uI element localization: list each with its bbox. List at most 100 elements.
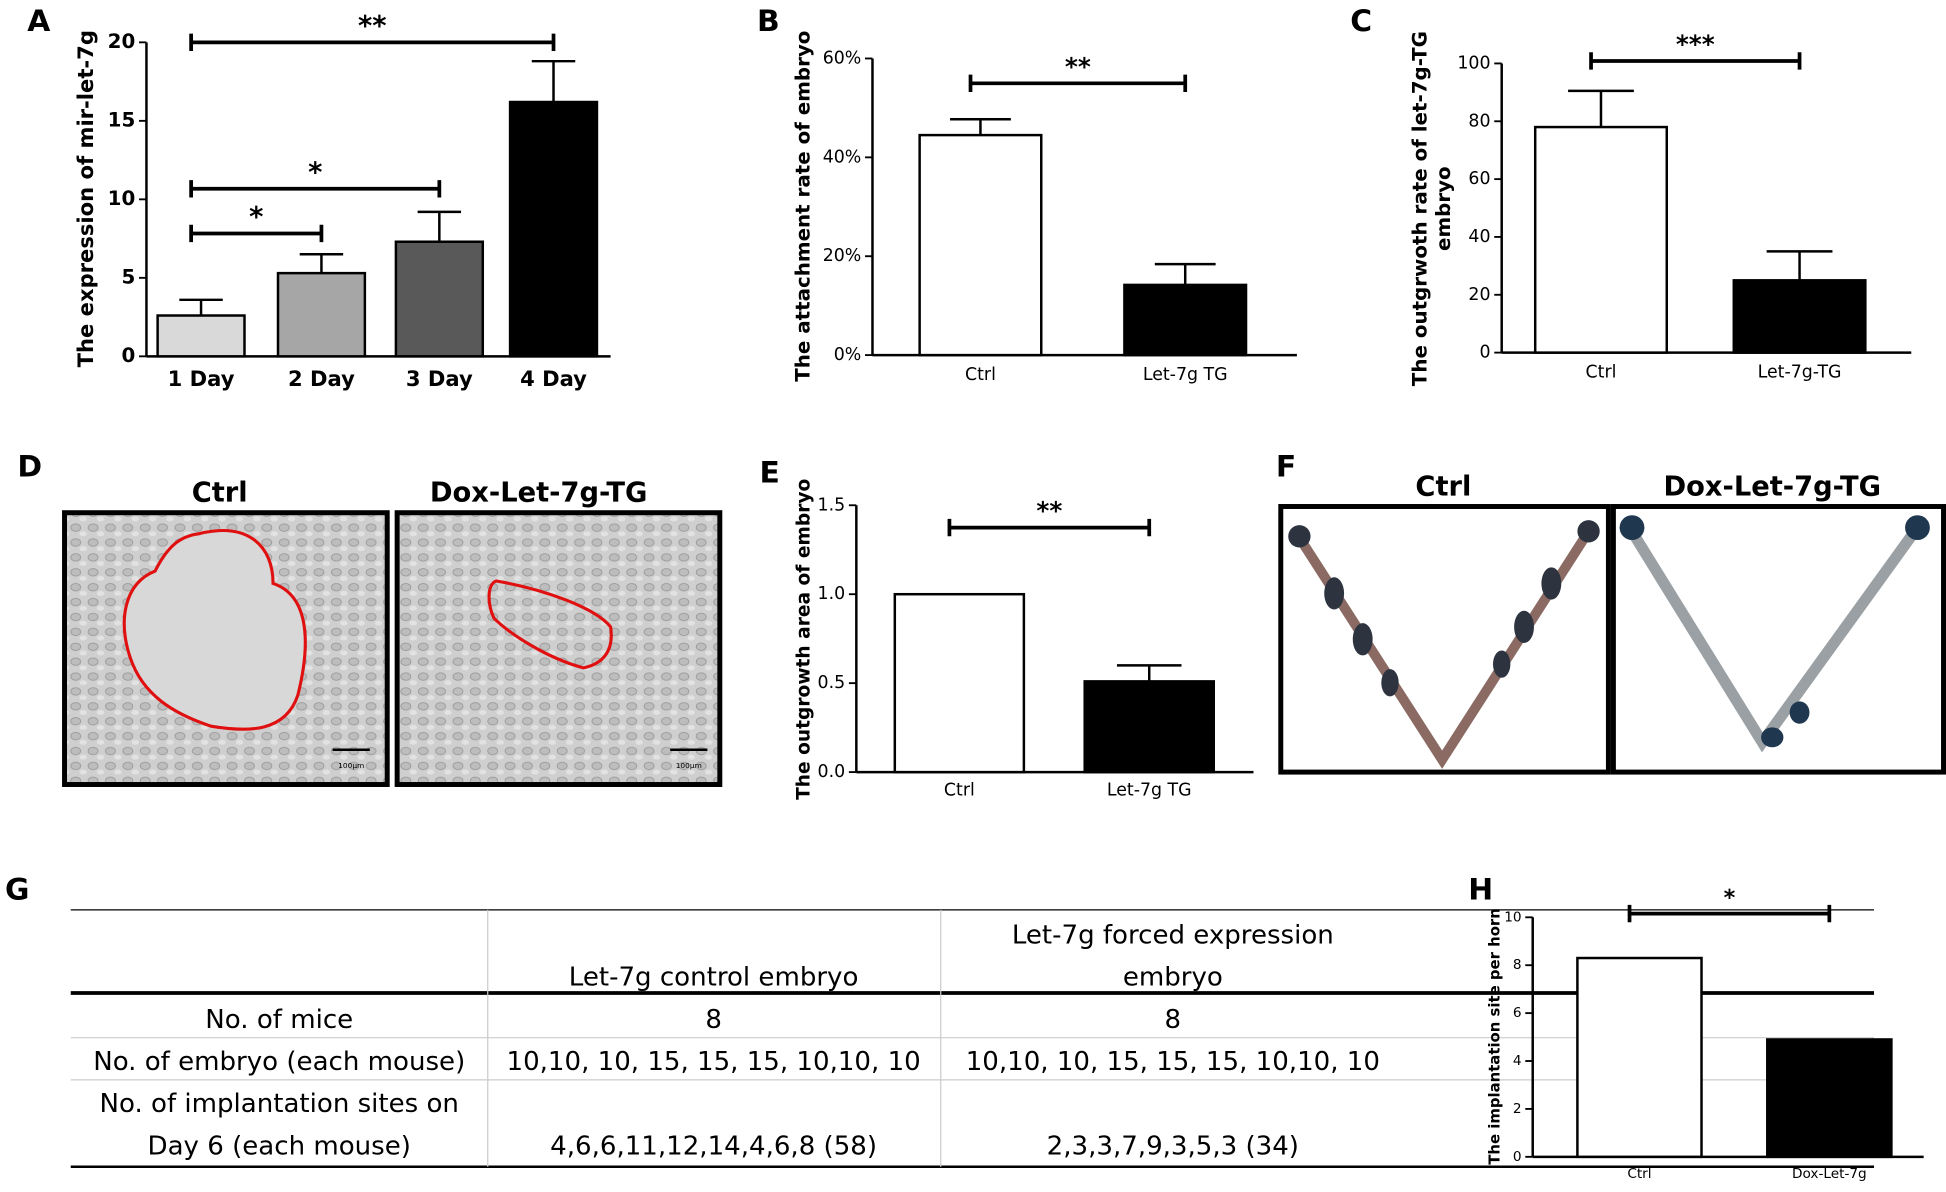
y-tick-label: 0 (121, 344, 135, 367)
y-tick-label: 5 (121, 265, 135, 288)
panel-label: E (760, 456, 780, 491)
table-cell: embryo (1123, 963, 1223, 993)
y-tick-label: 20% (823, 246, 862, 266)
panel-label: G (5, 873, 29, 908)
scale-bar-label: 100μm (338, 761, 364, 770)
error-bar (299, 253, 344, 274)
y-tick-label: 0.0 (818, 762, 846, 782)
y-axis-label: embryo (1432, 166, 1455, 251)
error-bar (1154, 262, 1216, 285)
significance-bracket (947, 518, 1152, 537)
image-label: Ctrl (192, 478, 248, 509)
x-tick-label: Dox-Let-7g (1792, 1166, 1867, 1182)
bar (394, 240, 485, 358)
panel-label: F (1276, 450, 1296, 485)
bar (508, 100, 599, 358)
x-tick-label: Ctrl (965, 365, 996, 385)
x-tick-label: 2 Day (288, 366, 355, 391)
significance-label: ** (358, 11, 387, 42)
bar (1732, 279, 1867, 354)
bar (1533, 125, 1668, 354)
error-bar (417, 210, 462, 242)
y-tick-label: 1.5 (818, 495, 846, 515)
y-tick-label: 0.5 (818, 673, 846, 693)
significance-bracket (189, 33, 556, 52)
x-tick-label: 4 Day (520, 366, 587, 391)
significance-bracket (1589, 52, 1802, 70)
bar (1766, 1038, 1893, 1159)
table-cell: 2,3,3,7,9,3,5,3 (34) (1047, 1131, 1299, 1161)
y-tick-label: 0% (834, 345, 862, 365)
y-axis-label: The expression of mir-let-7g (73, 30, 98, 367)
y-axis-label: The outgrwoth rate of let-7g-TG (1409, 31, 1432, 386)
x-tick-label: Ctrl (1586, 362, 1617, 382)
y-tick-label: 100 (1457, 53, 1490, 73)
significance-label: * (1724, 885, 1736, 911)
panel-label: H (1468, 873, 1493, 908)
panel-label: B (757, 4, 780, 39)
significance-bracket (189, 224, 324, 243)
significance-bracket (968, 74, 1188, 92)
table-cell: 4,6,6,11,12,14,4,6,8 (58) (550, 1131, 877, 1161)
error-bar (1766, 250, 1833, 281)
uterus-ctrl (1278, 504, 1611, 775)
bar (1083, 680, 1216, 774)
bar (893, 592, 1026, 774)
x-tick-label: 1 Day (168, 366, 235, 391)
y-axis-label: The implantation site per horn (1485, 908, 1503, 1165)
significance-label: * (249, 202, 263, 233)
table-cell: No. of embryo (each mouse) (93, 1047, 465, 1077)
y-tick-label: 20 (1468, 285, 1490, 305)
y-tick-label: 80 (1468, 111, 1490, 131)
table-cell: No. of implantation sites on (100, 1089, 459, 1119)
image-label: Dox-Let-7g-TG (1663, 471, 1881, 502)
y-tick-label: 2 (1513, 1101, 1522, 1117)
significance-label: ** (1036, 497, 1062, 526)
panel-label: C (1350, 4, 1372, 39)
x-tick-label: Ctrl (1627, 1166, 1651, 1182)
x-tick-label: Let-7g TG (1143, 365, 1228, 385)
y-tick-label: 15 (108, 108, 136, 131)
uterus-dox (1610, 504, 1946, 775)
micrograph-dox (394, 510, 723, 787)
table-lines (70, 909, 1875, 1168)
bar (918, 133, 1043, 357)
y-tick-label: 10 (1504, 909, 1521, 925)
y-tick-label: 0 (1479, 343, 1490, 363)
image-label: Dox-Let-7g-TG (430, 478, 648, 509)
y-tick-label: 10 (108, 187, 136, 210)
significance-label: * (308, 157, 322, 188)
table-cell: Let-7g forced expression (1012, 920, 1334, 950)
bar (1576, 956, 1703, 1159)
y-tick-label: 60 (1468, 169, 1490, 189)
y-tick-label: 6 (1513, 1005, 1522, 1021)
x-tick-label: Let-7g-TG (1758, 362, 1842, 382)
error-bar (950, 118, 1011, 136)
x-tick-label: 3 Day (406, 366, 473, 391)
significance-bracket (189, 180, 442, 198)
bar (1123, 283, 1248, 357)
table-cell: No. of mice (205, 1005, 353, 1035)
image-label: Ctrl (1415, 471, 1471, 502)
y-tick-label: 20 (108, 30, 136, 53)
table-cell: 10,10, 10, 15, 15, 15, 10,10, 10 (507, 1047, 921, 1077)
error-bar (1568, 89, 1634, 128)
y-tick-label: 8 (1513, 957, 1522, 973)
significance-label: ** (1065, 52, 1091, 81)
y-axis-label: The attachment rate of embryo (792, 31, 815, 382)
x-tick-label: Let-7g TG (1107, 781, 1192, 801)
error-bar (531, 59, 576, 103)
y-tick-label: 40% (823, 147, 862, 167)
y-axis-label: The outgrowth area of embryo (794, 479, 815, 800)
y-tick-label: 60% (823, 48, 862, 68)
x-tick-label: Ctrl (944, 781, 975, 801)
table-cell: 8 (1165, 1005, 1182, 1035)
table-cell: Day 6 (each mouse) (148, 1131, 411, 1161)
error-bar (179, 298, 223, 316)
y-tick-label: 4 (1513, 1053, 1522, 1069)
table-cell: 8 (705, 1005, 722, 1035)
y-tick-label: 1.0 (818, 584, 846, 604)
micrograph-ctrl (62, 510, 390, 787)
scale-bar-label: 100μm (676, 761, 702, 770)
